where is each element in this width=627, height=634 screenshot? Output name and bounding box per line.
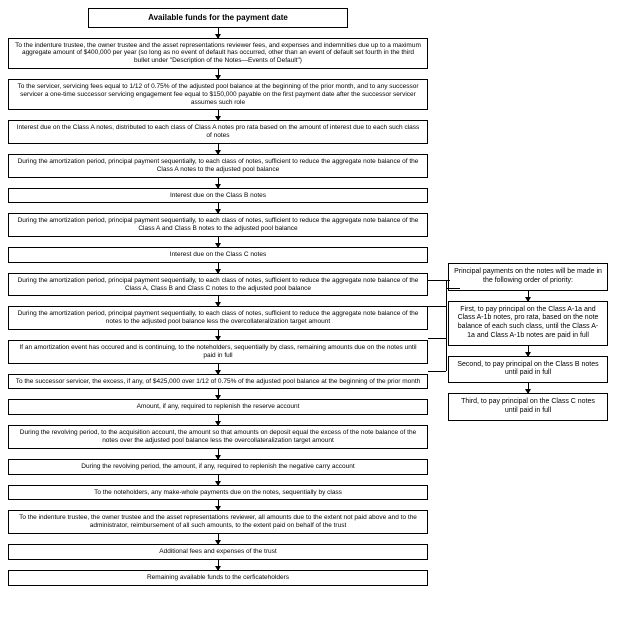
side-step: Third, to pay principal on the Class C n… (448, 393, 608, 421)
flow-step: Interest due on the Class A notes, distr… (8, 120, 428, 144)
flow-arrow (218, 330, 219, 340)
flow-step: Remaining available funds to the cerfica… (8, 570, 428, 586)
flow-step: To the indenture trustee, the owner trus… (8, 510, 428, 534)
diagram-container: Available funds for the payment date To … (8, 8, 619, 586)
flow-arrow (218, 560, 219, 570)
flow-step: During the amortization period, principa… (8, 273, 428, 297)
flow-step: During the amortization period, principa… (8, 154, 428, 178)
connector-line (428, 338, 446, 339)
flow-arrow (218, 203, 219, 213)
flow-step: During the revolving period, the amount,… (8, 459, 428, 475)
flow-step: Amount, if any, required to replenish th… (8, 399, 428, 415)
flow-step: To the servicer, servicing fees equal to… (8, 79, 428, 110)
side-header-box: Principal payments on the notes will be … (448, 263, 608, 291)
flow-step: Interest due on the Class B notes (8, 188, 428, 204)
flow-step: During the amortization period, principa… (8, 213, 428, 237)
side-flow-column: Principal payments on the notes will be … (438, 263, 618, 586)
main-flow-column: Available funds for the payment date To … (8, 8, 428, 586)
flow-arrow (218, 296, 219, 306)
flow-arrow (218, 475, 219, 485)
flow-arrow (218, 144, 219, 154)
flow-step: Additional fees and expenses of the trus… (8, 544, 428, 560)
flow-arrow (218, 178, 219, 188)
connector-line (446, 288, 460, 289)
flow-step: Interest due on the Class C notes (8, 247, 428, 263)
flow-arrow (218, 364, 219, 374)
flow-arrow (528, 291, 529, 301)
side-step: Second, to pay principal on the Class B … (448, 356, 608, 384)
flow-step: To the noteholders, any make-whole payme… (8, 485, 428, 501)
flow-arrow (218, 110, 219, 120)
flow-step: During the revolving period, to the acqu… (8, 425, 428, 449)
flow-arrow (218, 415, 219, 425)
flow-arrow (218, 449, 219, 459)
connector-line (446, 280, 447, 371)
flow-arrow (218, 389, 219, 399)
flow-arrow (528, 383, 529, 393)
flow-arrow (528, 346, 529, 356)
flow-arrow (218, 263, 219, 273)
flow-step: To the successor servicer, the excess, i… (8, 374, 428, 390)
flow-step: During the amortization period, principa… (8, 306, 428, 330)
flow-arrow (218, 534, 219, 544)
flow-arrow (218, 69, 219, 79)
connector-line (428, 306, 446, 307)
flow-arrow (218, 500, 219, 510)
flow-step: To the indenture trustee, the owner trus… (8, 38, 428, 69)
connector-line (428, 371, 446, 372)
flow-arrow (218, 28, 219, 38)
flow-arrow (218, 237, 219, 247)
side-step: First, to pay principal on the Class A-1… (448, 301, 608, 346)
flow-step: If an amortization event has occured and… (8, 340, 428, 364)
header-box: Available funds for the payment date (88, 8, 348, 28)
